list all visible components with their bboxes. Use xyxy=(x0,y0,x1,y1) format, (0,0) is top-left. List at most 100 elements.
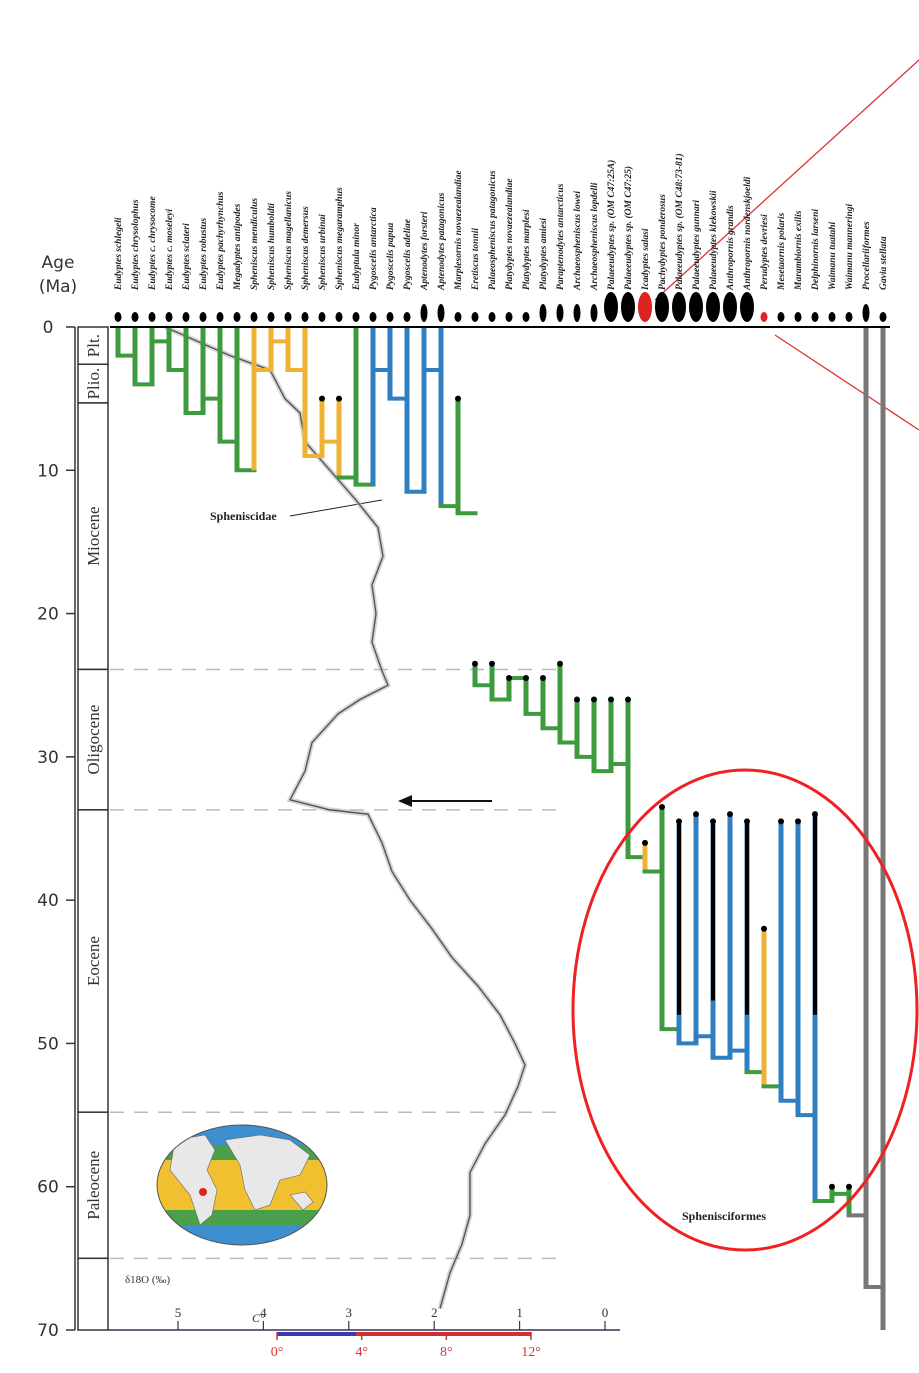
fossil-dot xyxy=(574,697,580,703)
taxon-label: Pygoscelis adeliae xyxy=(403,218,413,290)
taxon-label: Delphinornis larseni xyxy=(811,209,821,291)
temperature-tick-label: 4° xyxy=(355,1345,368,1360)
fossil-dot xyxy=(336,396,342,402)
taxon-label: Megadyptes antipodes xyxy=(233,203,243,291)
penguin-silhouette xyxy=(706,292,720,322)
penguin-silhouette xyxy=(234,312,241,322)
isotope-tick-label: 3 xyxy=(346,1305,353,1320)
taxon-label: Spheniscus mendiculus xyxy=(250,198,260,290)
penguin-silhouette xyxy=(723,292,737,322)
taxon-label: Marplesornis novaezealandiae xyxy=(454,170,464,291)
fossil-dot xyxy=(523,675,529,681)
taxon-label: Waimanu tuatahi xyxy=(828,221,838,290)
taxon-label: Eudyptes chrysolophus xyxy=(131,199,141,291)
age-tick-label: 70 xyxy=(37,1321,59,1341)
taxon-label: Palaeeudyptes sp. (OM C48:73-81) xyxy=(674,153,685,290)
penguin-silhouette xyxy=(387,312,394,322)
fossil-dot xyxy=(608,697,614,703)
taxon-label: Palaeospheniscus patagonicus xyxy=(488,170,498,290)
taxon-label: Aptenodytes forsteri xyxy=(420,211,430,291)
epoch-label: Eocene xyxy=(84,936,103,986)
isotope-tick-label: 1 xyxy=(516,1305,523,1320)
taxon-label: Eudyptes pachyrhynchus xyxy=(216,191,226,291)
taxon-label: Platydyptes marplesi xyxy=(522,209,532,290)
taxon-label: Palaeeudyptes klekowskii xyxy=(709,190,719,290)
fossil-dot xyxy=(506,675,512,681)
taxon-label: Anthropornis nordenskjoeldi xyxy=(743,176,753,291)
epoch-box xyxy=(78,1258,108,1330)
penguin-silhouette xyxy=(370,312,377,322)
fossil-dot xyxy=(795,818,801,824)
taxon-label: Eudyptula minor xyxy=(352,223,362,291)
taxon-label: Palaeeudyptes gunnari xyxy=(692,200,702,290)
fossil-dot xyxy=(540,675,546,681)
fossil-dot xyxy=(693,811,699,817)
taxon-label: Eudyptes schlegeli xyxy=(114,217,124,291)
taxon-label: Mesetaornis polaris xyxy=(777,212,787,291)
fossil-dot xyxy=(659,804,665,810)
taxon-label: Archaeospheniscus lopdelli xyxy=(590,182,600,291)
temperature-tick-label: 8° xyxy=(440,1345,453,1360)
taxon-label: Pygoscelis papua xyxy=(386,222,396,290)
taxon-label: Spheniscus humboldti xyxy=(267,203,277,290)
taxon-label: Eudyptes robustus xyxy=(199,218,209,291)
penguin-silhouette xyxy=(604,292,618,322)
penguin-silhouette xyxy=(489,312,496,322)
penguin-silhouette xyxy=(319,312,326,322)
taxon-label: Spheniscus megaramphus xyxy=(335,187,345,290)
fossil-dot xyxy=(846,1184,852,1190)
penguin-silhouette xyxy=(404,312,411,322)
temperature-title: C° xyxy=(252,1311,265,1325)
fossil-dot xyxy=(778,818,784,824)
taxon-label: Paraptenodytes antarcticus xyxy=(556,183,566,290)
age-tick-label: 40 xyxy=(37,891,59,911)
penguin-silhouette xyxy=(268,312,275,322)
penguin-silhouette xyxy=(574,304,581,322)
age-tick-label: 30 xyxy=(37,748,59,768)
taxon-label: Perudyptes devriesi xyxy=(760,214,770,290)
taxon-label: Archaeospheniscus lowei xyxy=(573,191,583,291)
penguin-silhouette xyxy=(846,312,853,322)
age-title: Age xyxy=(42,253,75,273)
penguin-silhouette xyxy=(591,304,598,322)
taxon-label: Eretiscus tonnii xyxy=(471,228,481,291)
epoch-label: Oligocene xyxy=(84,705,103,775)
taxon-label: Icadyptes salasi xyxy=(641,228,651,291)
epoch-label: Plio. xyxy=(84,368,103,400)
taxon-label: Eudyptes sclateri xyxy=(182,223,192,291)
fossil-dot xyxy=(625,697,631,703)
age-title: (Ma) xyxy=(39,277,77,297)
fossil-dot xyxy=(319,396,325,402)
penguin-silhouette xyxy=(421,304,428,322)
penguin-silhouette xyxy=(638,292,652,322)
penguin-silhouette xyxy=(557,304,564,322)
age-tick-label: 50 xyxy=(37,1034,59,1054)
penguin-silhouette xyxy=(506,312,513,322)
penguin-silhouette xyxy=(540,304,547,322)
taxon-label: Pachydyptes ponderosus xyxy=(658,194,668,290)
penguin-silhouette xyxy=(689,292,703,322)
epoch-label: Miocene xyxy=(84,506,103,565)
isotope-tick-label: 5 xyxy=(175,1305,182,1320)
penguin-silhouette xyxy=(149,312,156,322)
taxon-label: Platydyptes amiesi xyxy=(539,218,549,290)
penguin-silhouette xyxy=(455,312,462,322)
fossil-dot xyxy=(591,697,597,703)
penguin-silhouette xyxy=(672,292,686,322)
taxon-label: Marambiornis exilis xyxy=(794,210,804,291)
fossil-dot xyxy=(455,396,461,402)
fossil-dot xyxy=(642,840,648,846)
isotope-tick-label: 0 xyxy=(602,1305,609,1320)
age-tick-label: 0 xyxy=(43,318,54,338)
penguin-silhouette xyxy=(115,312,122,322)
epoch-label: Plt. xyxy=(84,334,103,357)
penguin-silhouette xyxy=(761,312,768,322)
fossil-dot xyxy=(489,661,495,667)
penguin-silhouette xyxy=(132,312,139,322)
age-tick-label: 20 xyxy=(37,605,59,625)
penguin-silhouette xyxy=(523,312,530,322)
penguin-silhouette xyxy=(285,312,292,322)
age-tick-label: 60 xyxy=(37,1178,59,1198)
taxon-label: Gavia stellata xyxy=(879,236,889,290)
taxon-label: Spheniscus urbinai xyxy=(318,214,328,290)
